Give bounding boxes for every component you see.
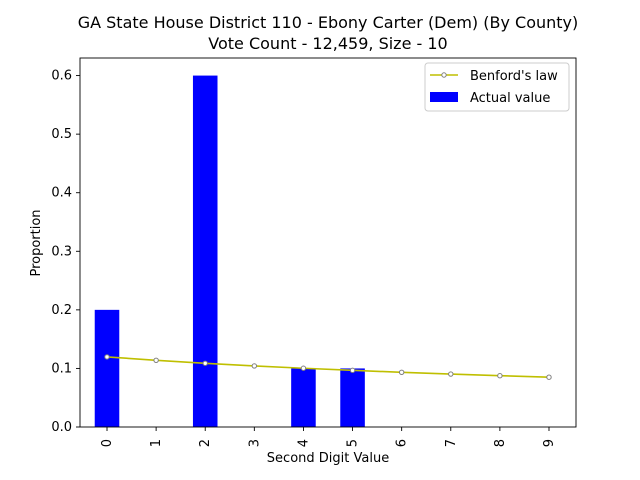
benford-point-1 [153, 357, 159, 363]
bar-5 [340, 368, 365, 427]
y-axis-label: Proportion [29, 209, 44, 276]
y-tick-label: 0.6 [51, 69, 72, 84]
x-tick-label: 7 [444, 439, 459, 447]
x-tick-label: 8 [493, 439, 508, 447]
x-axis-label: Second Digit Value [267, 451, 389, 466]
x-tick-label: 6 [395, 439, 410, 447]
legend-bar-swatch [430, 92, 458, 102]
chart-subtitle: Vote Count - 12,459, Size - 10 [208, 34, 447, 53]
benford-point-2 [202, 360, 208, 366]
x-tick-label: 5 [346, 439, 361, 447]
bar-4 [291, 368, 316, 427]
y-tick-label: 0.3 [51, 244, 72, 259]
benford-line [106, 356, 550, 379]
x-tick-label: 4 [296, 439, 311, 447]
x-tick-label: 0 [100, 439, 115, 447]
bar-0 [94, 309, 120, 427]
axes: 0.0 0.1 0.2 0.3 0.4 0.5 0.6 0 1 2 3 4 5 6 7 8 9 [51, 57, 577, 447]
legend: Benford's law Actual value [424, 62, 570, 112]
x-tick-label: 2 [198, 439, 213, 447]
legend-label-benford: Benford's law [470, 69, 558, 84]
y-tick-label: 0.2 [51, 303, 72, 318]
x-tick-label: 9 [542, 439, 557, 447]
benford-point-0 [104, 354, 110, 360]
chart-title: GA State House District 110 - Ebony Cart… [78, 13, 579, 32]
legend-box [424, 62, 570, 112]
benford-point-4 [300, 365, 307, 371]
bar-series [94, 75, 365, 428]
benford-line-series [104, 354, 552, 380]
y-tick-label: 0.5 [51, 127, 72, 142]
legend-label-actual: Actual value [470, 91, 550, 106]
plot-frame [79, 57, 577, 428]
benford-point-6 [398, 369, 405, 375]
y-tick-label: 0.1 [51, 361, 72, 376]
benford-point-7 [448, 371, 454, 377]
y-tick-label: 0.4 [51, 186, 72, 201]
benford-point-3 [251, 363, 258, 369]
benford-point-9 [546, 374, 552, 380]
x-tick-label: 1 [149, 439, 164, 447]
y-tick-label: 0.0 [51, 420, 72, 435]
benford-point-5 [349, 367, 356, 374]
benford-point-8 [497, 372, 503, 379]
bar-2 [192, 75, 218, 428]
legend-line-marker [441, 72, 447, 78]
x-tick-label: 3 [247, 439, 262, 447]
